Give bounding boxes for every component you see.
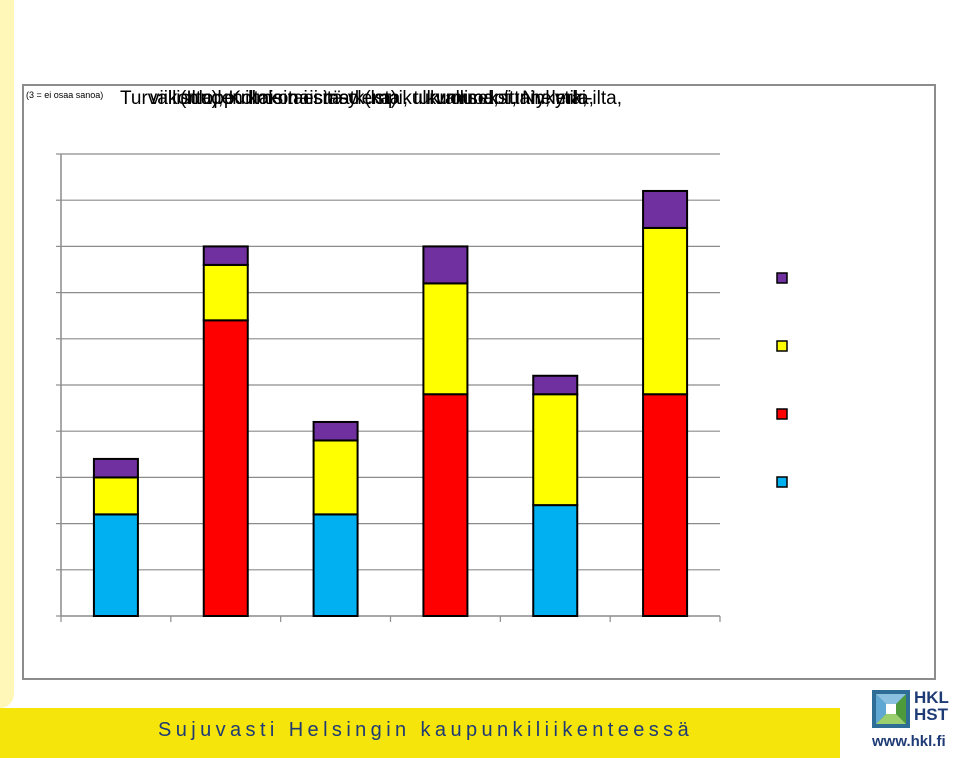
- bar-segment-series-3: [422, 282, 469, 396]
- bar-segment-series-3: [202, 263, 249, 322]
- hkl-logo-line2: HST: [914, 705, 948, 724]
- bar-segment-series-2: [642, 393, 689, 617]
- slide-left-accent: [0, 0, 14, 708]
- hkl-logo-line1: HKL: [914, 688, 949, 707]
- title-fragment-4: viikonloppuiltaisin ei matkusta: [150, 88, 401, 109]
- footer-band: Sujuvasti Helsingin kaupunkiliikenteessä: [0, 708, 840, 758]
- bar-segment-series-3: [532, 393, 579, 507]
- title-fragment-1: Turvallisuuden kokonaistaso (ka) kulkumu…: [120, 88, 622, 109]
- bar-segment-series-4: [312, 420, 359, 442]
- bar-segment-series-4: [642, 189, 689, 229]
- bar-segment-series-1: [312, 513, 359, 617]
- chart-frame: [22, 84, 936, 680]
- bar-segment-series-3: [312, 439, 359, 516]
- bar-segment-series-4: [532, 374, 579, 396]
- title-fragment-2: (Ilta), Kolme tai sitä ylempi, turvallis…: [180, 88, 594, 109]
- legend-marker: [776, 272, 788, 284]
- title-fragment-3: kuorma, tunnelma,: [430, 88, 588, 109]
- hkl-logo-url: www.hkl.fi: [872, 733, 946, 750]
- hkl-logo-text: HKL HST: [914, 689, 949, 723]
- bar-segment-series-2: [202, 319, 249, 617]
- bar-segment-series-3: [92, 476, 139, 516]
- bar-segment-series-4: [92, 457, 139, 479]
- legend-marker: [776, 408, 788, 420]
- bar-segment-series-4: [202, 245, 249, 266]
- bar-segment-series-3: [642, 226, 689, 396]
- footer-tagline: Sujuvasti Helsingin kaupunkiliikenteessä: [158, 719, 694, 741]
- bar-segment-series-4: [422, 245, 469, 285]
- hkl-logo-mark-icon: [872, 690, 910, 728]
- bar-segment-series-2: [422, 393, 469, 617]
- bar-segment-series-1: [532, 504, 579, 617]
- bar-segment-series-1: [92, 513, 139, 617]
- hkl-logo: HKL HST www.hkl.fi: [872, 689, 952, 754]
- chart-title-small: (3 = ei osaa sanoa): [26, 90, 104, 100]
- legend-marker: [776, 340, 788, 352]
- legend-marker: [776, 476, 788, 488]
